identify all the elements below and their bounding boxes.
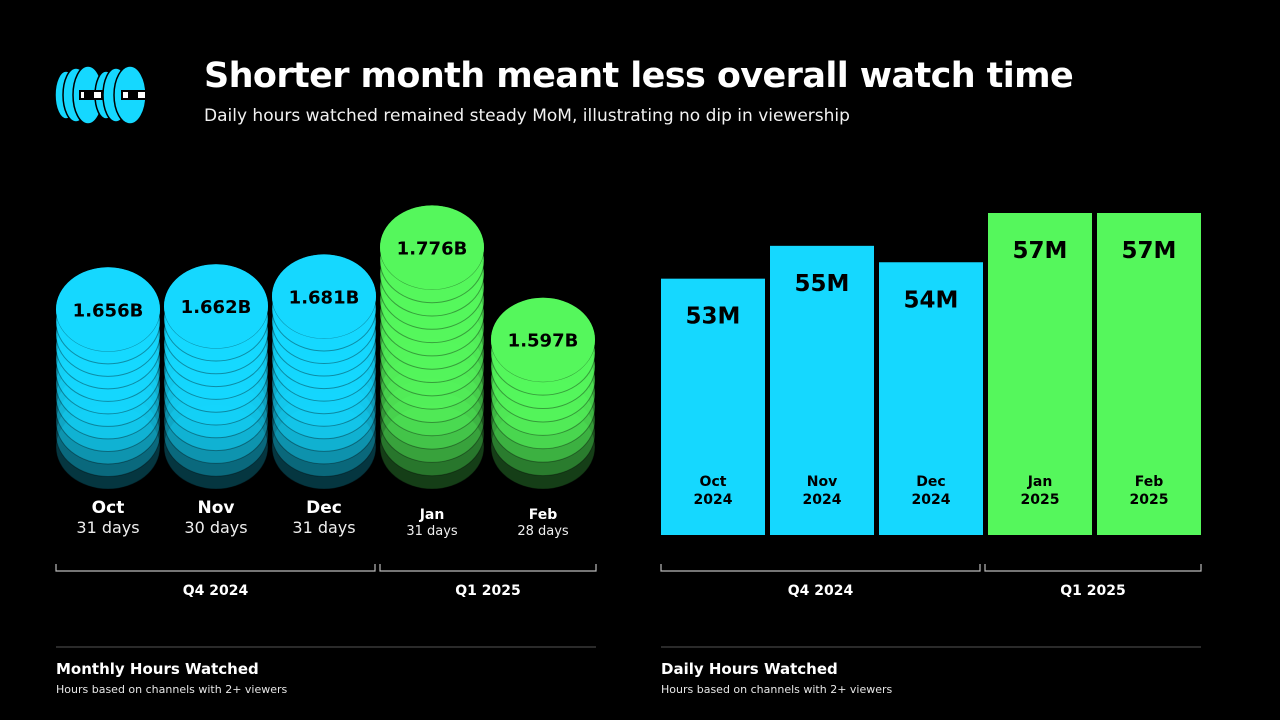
coin-bar-feb: 1.597B: [490, 297, 596, 490]
monthly-q1-label: Q1 2025: [455, 583, 520, 599]
daily-q4-label: Q4 2024: [788, 583, 854, 599]
page-subtitle: Daily hours watched remained steady MoM,…: [204, 106, 850, 126]
daily-q1-bracket: [984, 564, 1202, 572]
daily-hours-chart: 53M Oct 2024 55M Nov 2024 54M Dec 2024 57M Jan 2025…: [660, 213, 1202, 599]
month-label: Dec: [306, 498, 342, 518]
month-label: Feb: [1135, 474, 1164, 490]
kick-eyes-logo-icon: [54, 65, 147, 125]
daily-q4-bracket: [660, 564, 981, 572]
daily-q1-label: Q1 2025: [1060, 583, 1125, 599]
month-label: Jan: [419, 507, 445, 523]
daily-bar-4: 57M Feb 2025: [1097, 213, 1201, 535]
daily-chart-note: Hours based on channels with 2+ viewers: [661, 683, 893, 696]
days-label: 31 days: [406, 524, 458, 539]
daily-chart-title: Daily Hours Watched: [661, 660, 838, 678]
value-label: 1.776B: [397, 238, 468, 259]
monthly-q4-label: Q4 2024: [183, 583, 249, 599]
daily-bar-0: 53M Oct 2024: [661, 278, 765, 535]
value-label: 53M: [686, 304, 741, 330]
year-label: 2024: [803, 492, 842, 508]
daily-bar-1: 55M Nov 2024: [770, 245, 874, 536]
monthly-chart-note: Hours based on channels with 2+ viewers: [56, 683, 288, 696]
coin-bar-nov: 1.662B: [163, 263, 269, 490]
value-label: 1.662B: [181, 297, 252, 318]
year-label: 2024: [694, 492, 733, 508]
year-label: 2025: [1130, 492, 1169, 508]
value-label: 55M: [795, 271, 850, 297]
coin-top: [491, 297, 595, 382]
monthly-chart-title: Monthly Hours Watched: [56, 660, 259, 678]
year-label: 2024: [912, 492, 951, 508]
daily-bar-2: 54M Dec 2024: [879, 262, 983, 535]
daily-bar-rect: [661, 278, 765, 535]
daily-bar-rect: [1097, 213, 1201, 535]
coin-top: [164, 264, 268, 349]
daily-bar-rect: [879, 262, 983, 535]
page-title: Shorter month meant less overall watch t…: [204, 56, 1074, 96]
value-label: 54M: [904, 287, 959, 313]
coin-bar-jan: 1.776B: [379, 204, 485, 490]
month-label: Feb: [529, 507, 558, 523]
daily-bar-rect: [988, 213, 1092, 535]
monthly-q1-bracket: [379, 564, 597, 572]
days-label: 31 days: [76, 518, 139, 537]
value-label: 1.656B: [73, 300, 144, 321]
daily-bar-rect: [770, 245, 874, 536]
days-label: 28 days: [517, 524, 569, 539]
month-label: Jan: [1027, 474, 1053, 490]
value-label: 1.681B: [289, 287, 360, 308]
month-label: Oct: [92, 498, 125, 518]
coin-top: [56, 267, 160, 352]
month-label: Oct: [700, 474, 727, 490]
coin-bar-dec: 1.681B: [271, 253, 377, 490]
monthly-q4-bracket: [55, 564, 376, 572]
month-label: Dec: [916, 474, 945, 490]
days-label: 31 days: [292, 518, 355, 537]
value-label: 57M: [1122, 238, 1177, 264]
coin-top: [272, 254, 376, 339]
month-label: Nov: [198, 498, 235, 518]
coin-top: [380, 205, 484, 290]
value-label: 57M: [1013, 238, 1068, 264]
daily-bar-3: 57M Jan 2025: [988, 213, 1092, 535]
year-label: 2025: [1021, 492, 1060, 508]
coin-bar-oct: 1.656B: [55, 266, 161, 490]
value-label: 1.597B: [508, 331, 579, 352]
month-label: Nov: [807, 474, 837, 490]
days-label: 30 days: [184, 518, 247, 537]
